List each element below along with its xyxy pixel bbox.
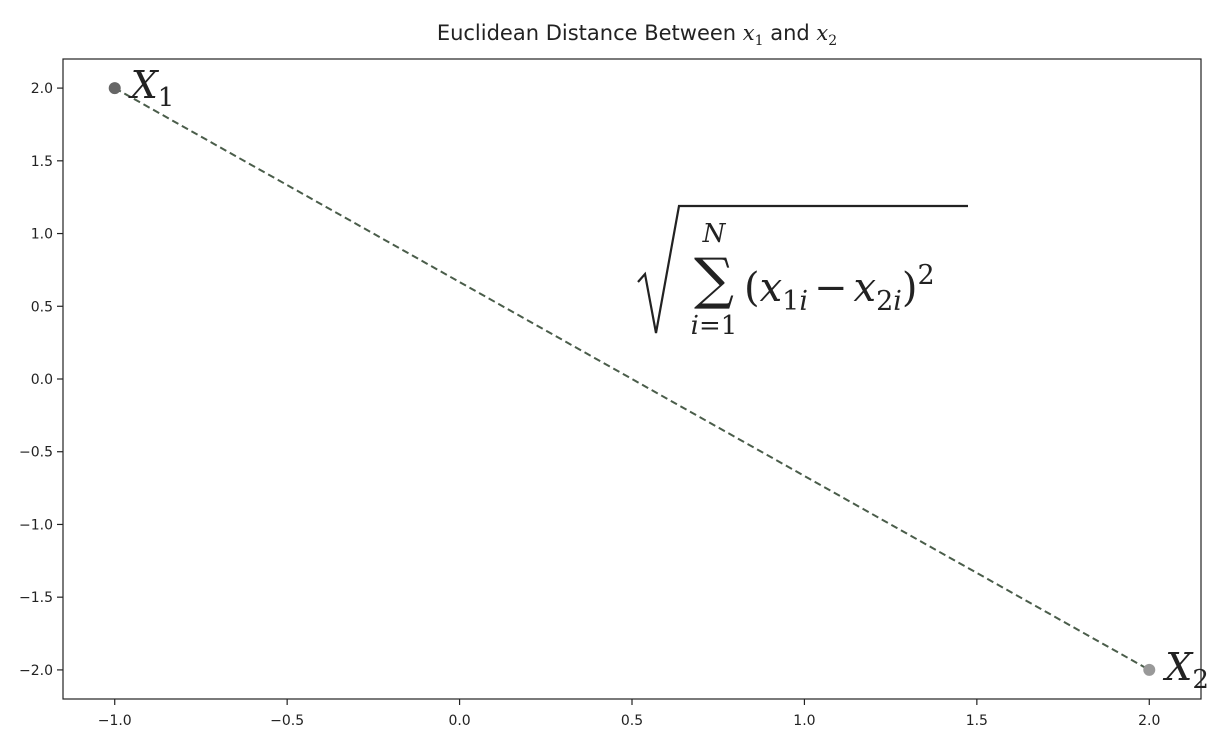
x-tick-label: −0.5 — [270, 713, 304, 729]
point-2 — [1143, 663, 1156, 676]
x-tick-label: 1.0 — [793, 713, 815, 729]
x-tick-label: 0.5 — [621, 713, 643, 729]
sqrt-sign — [637, 204, 968, 334]
y-tick-label: 1.5 — [31, 154, 53, 170]
y-axis: 2.0 1.5 1.0 0.5 0.0 −0.5 −1.0 −1.5 −2.0 — [19, 81, 63, 679]
x-tick-label: 0.0 — [448, 713, 470, 729]
y-tick-label: 0.5 — [31, 299, 53, 315]
points-layer: X1 X2 — [108, 63, 1209, 695]
point-label-2: X2 — [1162, 645, 1209, 695]
x-tick-label: −1.0 — [98, 713, 132, 729]
y-tick-label: −1.0 — [19, 517, 53, 533]
point-1 — [108, 82, 121, 95]
y-tick-label: 1.0 — [31, 227, 53, 243]
y-tick-label: −1.5 — [19, 590, 53, 606]
point-label-1: X1 — [128, 63, 175, 113]
y-tick-label: −2.0 — [19, 663, 53, 679]
y-tick-label: 0.0 — [31, 372, 53, 388]
distance-formula: N ∑ i=1 (x1i − x2i)2 — [637, 204, 968, 341]
sum-lower-limit: i=1 — [691, 311, 738, 341]
distance-line — [114, 87, 1150, 671]
chart-title: Euclidean Distance Between x1 and x2 — [437, 21, 837, 49]
sum-body: (x1i − x2i)2 — [744, 260, 935, 317]
y-tick-label: 2.0 — [31, 81, 53, 97]
x-tick-label: 1.5 — [966, 713, 988, 729]
sum-sign: ∑ — [694, 247, 734, 312]
y-tick-label: −0.5 — [19, 445, 53, 461]
x-tick-label: 2.0 — [1138, 713, 1160, 729]
x-axis: −1.0 −0.5 0.0 0.5 1.0 1.5 2.0 — [98, 699, 1160, 729]
sum-upper-limit: N — [702, 219, 727, 249]
